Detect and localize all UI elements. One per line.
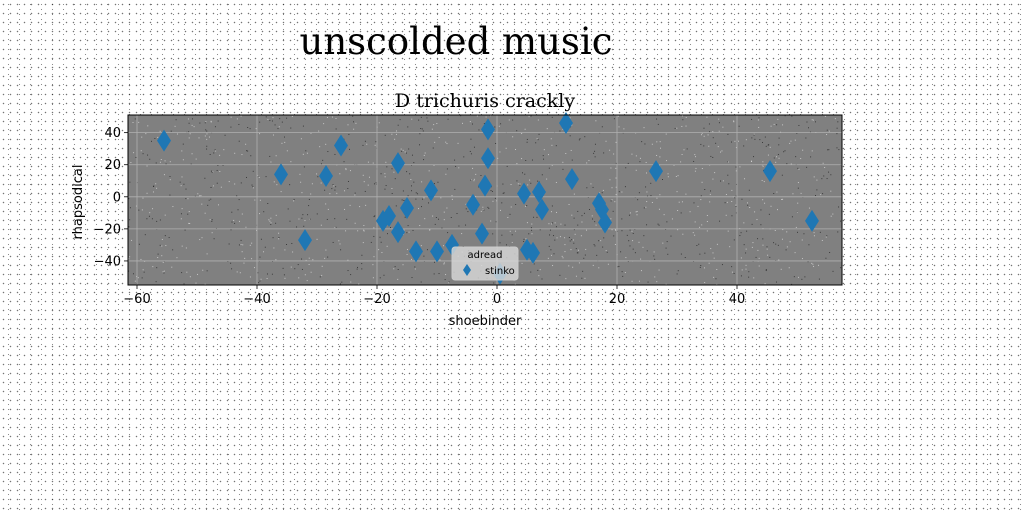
scatter-point	[391, 221, 405, 244]
scatter-point	[409, 240, 423, 263]
scatter-point	[763, 160, 777, 183]
scatter-point	[391, 152, 405, 175]
scatter-point	[481, 118, 495, 141]
scatter-point	[532, 180, 546, 203]
scatter-point	[400, 197, 414, 220]
legend: adread stinko	[451, 246, 519, 281]
scatter-point	[478, 174, 492, 197]
scatter-point	[481, 147, 495, 170]
scatter-point	[475, 222, 489, 245]
scatter-point	[565, 168, 579, 191]
scatter-point	[430, 240, 444, 263]
scatter-point	[805, 209, 819, 232]
x-tick-label: −40	[243, 292, 270, 307]
x-tick-label: 40	[729, 292, 746, 307]
scatter-point	[157, 129, 171, 152]
x-tick-label: 0	[493, 292, 501, 307]
x-axis: −60 −40 −20 0 20 40	[123, 285, 745, 307]
scatter-point	[517, 182, 531, 205]
scatter-point	[424, 179, 438, 202]
x-tick-label: −60	[123, 292, 150, 307]
scatter-point	[559, 112, 573, 135]
scatter-point	[526, 241, 540, 264]
figure-title: unscolded music	[299, 20, 613, 63]
y-axis: −40 −20 0 20 40	[94, 126, 128, 269]
scatter-point	[298, 229, 312, 252]
x-tick-label: −20	[363, 292, 390, 307]
plot-frame	[127, 114, 843, 286]
scatter-point	[535, 198, 549, 221]
legend-title: adread	[468, 250, 503, 261]
x-axis-label: shoebinder	[449, 314, 522, 329]
y-tick-label: −20	[94, 222, 121, 237]
scatter-point	[334, 134, 348, 157]
scatter-point	[319, 164, 333, 187]
scatter-point	[598, 211, 612, 234]
legend-label: stinko	[485, 266, 515, 277]
y-tick-label: −40	[94, 254, 121, 269]
x-tick-label: 20	[609, 292, 626, 307]
y-tick-label: 0	[113, 190, 121, 205]
y-tick-label: 20	[104, 158, 121, 173]
scatter-point	[649, 160, 663, 183]
scatter-point	[382, 205, 396, 228]
chart-title: D trichuris crackly	[395, 90, 575, 112]
legend-marker	[463, 264, 471, 276]
scatter-point	[466, 193, 480, 216]
y-axis-label: rhapsodical	[71, 165, 86, 240]
y-tick-label: 40	[104, 126, 121, 141]
scatter-point	[274, 163, 288, 186]
